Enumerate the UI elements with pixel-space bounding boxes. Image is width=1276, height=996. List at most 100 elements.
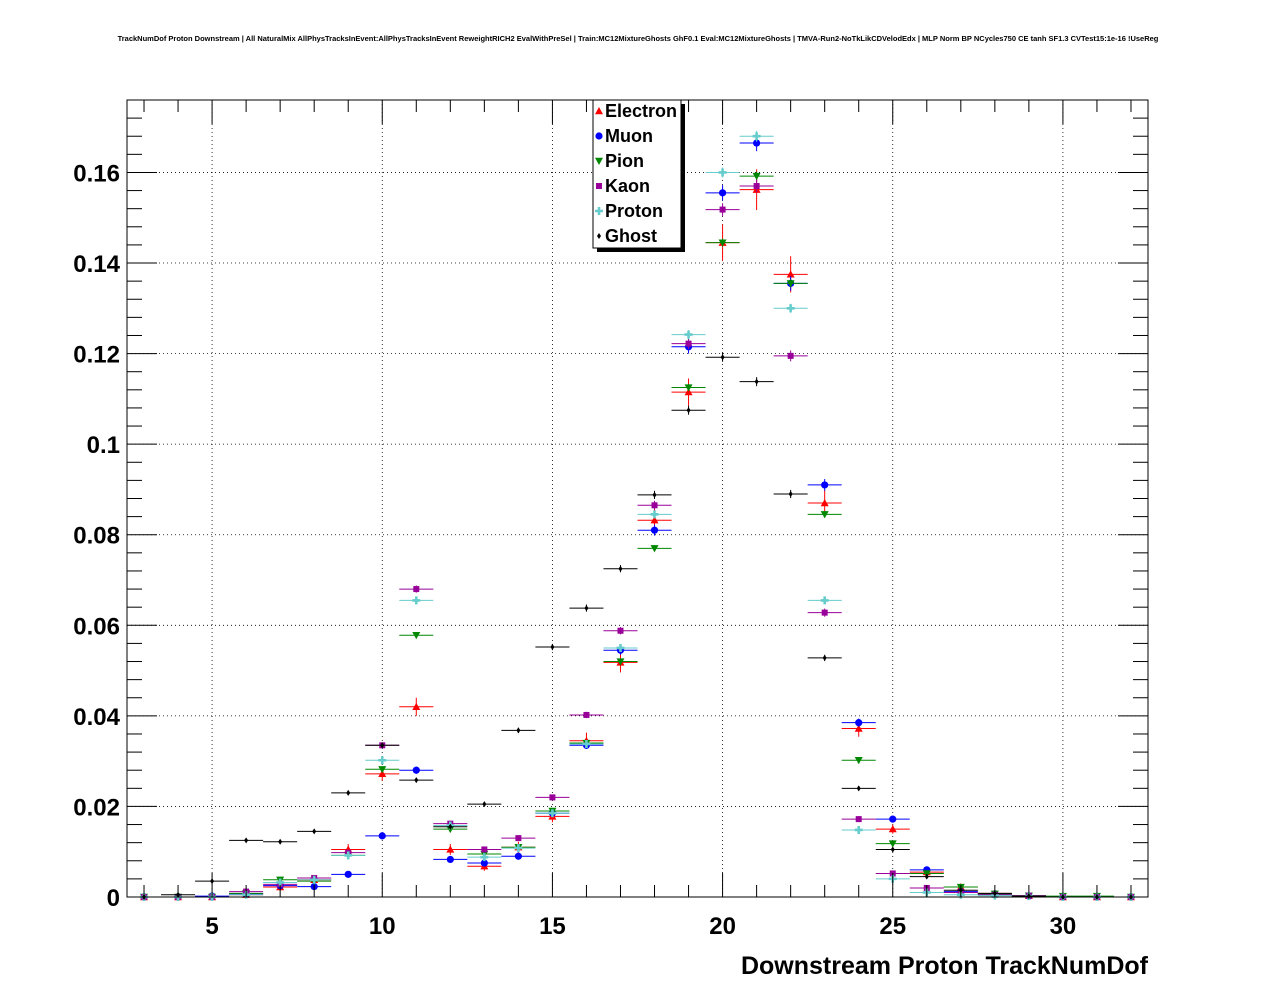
data-point bbox=[718, 168, 727, 177]
data-point bbox=[786, 280, 795, 288]
data-point bbox=[412, 596, 421, 605]
data-point bbox=[515, 835, 522, 842]
data-point bbox=[787, 352, 794, 359]
data-point bbox=[686, 407, 691, 414]
data-point bbox=[822, 654, 827, 661]
y-tick-label: 0.14 bbox=[73, 251, 120, 278]
data-point bbox=[889, 815, 897, 823]
data-point bbox=[616, 643, 625, 652]
data-point bbox=[480, 853, 489, 862]
data-point bbox=[719, 206, 726, 213]
legend-marker-ghost bbox=[597, 233, 601, 239]
legend-marker-muon bbox=[595, 132, 603, 140]
data-point bbox=[890, 846, 895, 853]
data-point bbox=[650, 510, 659, 519]
data-point bbox=[380, 742, 385, 749]
data-point bbox=[888, 840, 897, 848]
data-point bbox=[718, 239, 727, 247]
legend-label-proton: Proton bbox=[605, 201, 663, 221]
data-point bbox=[684, 384, 693, 392]
legend-marker-proton bbox=[595, 207, 603, 215]
legend: Electron Muon Pion Kaon Proton Ghost bbox=[592, 99, 685, 252]
data-point bbox=[788, 490, 793, 497]
data-point bbox=[618, 565, 623, 572]
plot-title: TrackNumDof Proton Downstream | All Natu… bbox=[117, 34, 1159, 43]
series-kaon bbox=[127, 179, 1148, 900]
data-point bbox=[448, 823, 453, 830]
y-tick-label: 0.06 bbox=[73, 613, 120, 640]
series-ghost bbox=[127, 352, 1148, 900]
data-point bbox=[583, 711, 590, 718]
legend-label-muon: Muon bbox=[605, 126, 653, 146]
y-tick-label: 0.16 bbox=[73, 160, 120, 187]
data-point bbox=[924, 873, 929, 880]
series-pion bbox=[127, 171, 1148, 901]
data-point bbox=[481, 846, 488, 853]
data-point bbox=[550, 644, 555, 651]
data-point bbox=[786, 304, 795, 313]
data-point bbox=[820, 596, 829, 605]
data-point bbox=[855, 816, 862, 823]
data-point bbox=[753, 183, 760, 190]
data-point bbox=[514, 844, 523, 853]
legend-label-electron: Electron bbox=[605, 101, 677, 121]
data-point bbox=[413, 586, 420, 593]
data-point bbox=[378, 766, 387, 774]
data-point bbox=[821, 481, 829, 489]
data-point bbox=[786, 270, 795, 278]
data-point bbox=[854, 724, 863, 732]
x-tick-label: 30 bbox=[1050, 913, 1077, 940]
data-point bbox=[482, 801, 487, 808]
data-point bbox=[854, 825, 863, 834]
data-point bbox=[584, 605, 589, 612]
data-point bbox=[754, 378, 759, 385]
x-tick-label: 10 bbox=[369, 913, 396, 940]
legend-marker-pion bbox=[595, 157, 603, 165]
data-point bbox=[821, 609, 828, 616]
y-tick-label: 0.02 bbox=[73, 794, 120, 821]
data-point bbox=[548, 809, 557, 818]
legend-label-pion: Pion bbox=[605, 151, 644, 171]
data-point bbox=[346, 789, 351, 796]
data-point bbox=[753, 139, 761, 147]
y-tick-label: 0.12 bbox=[73, 342, 120, 369]
data-point bbox=[344, 851, 353, 860]
x-tick-label: 15 bbox=[539, 913, 566, 940]
data-point bbox=[244, 837, 249, 844]
y-tick-label: 0.1 bbox=[87, 432, 120, 459]
data-point bbox=[516, 727, 521, 734]
data-point bbox=[684, 330, 693, 339]
data-point bbox=[278, 838, 283, 845]
series-electron bbox=[127, 169, 1148, 901]
x-tick-label: 20 bbox=[709, 913, 736, 940]
data-point bbox=[378, 756, 387, 765]
data-point bbox=[820, 499, 829, 507]
data-point bbox=[685, 340, 692, 347]
data-point bbox=[617, 627, 624, 634]
legend-label-kaon: Kaon bbox=[605, 176, 650, 196]
data-point bbox=[480, 859, 488, 867]
y-tick-label: 0.04 bbox=[73, 704, 120, 731]
x-tick-label: 5 bbox=[205, 913, 218, 940]
data-point bbox=[820, 511, 829, 519]
data-point bbox=[752, 132, 761, 141]
x-axis-title: Downstream Proton TrackNumDof bbox=[741, 952, 1149, 980]
legend-marker-electron bbox=[595, 107, 603, 115]
data-point bbox=[856, 785, 861, 792]
data-point bbox=[412, 702, 421, 711]
data-point bbox=[412, 766, 420, 774]
y-tick-label: 0 bbox=[107, 885, 120, 912]
legend-label-ghost: Ghost bbox=[605, 226, 657, 246]
data-point bbox=[312, 828, 317, 835]
tick-labels: 5 10 15 20 25 30 0 0.02 0.04 0.06 0.08 0.1 0.12 0.14 0… bbox=[73, 160, 1076, 940]
data-point bbox=[650, 516, 659, 524]
data-point bbox=[652, 491, 657, 498]
data-point bbox=[855, 719, 863, 727]
data-point bbox=[378, 832, 386, 840]
data-point bbox=[414, 777, 419, 784]
data-point bbox=[651, 502, 658, 509]
legend-box bbox=[592, 99, 682, 249]
data-point bbox=[344, 870, 352, 878]
data-point bbox=[616, 658, 625, 666]
